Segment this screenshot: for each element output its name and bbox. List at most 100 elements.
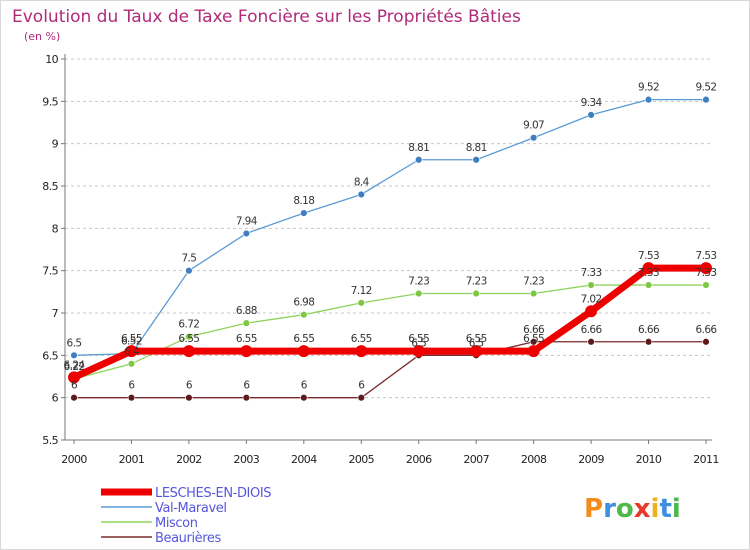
x-tick-label: 2009 [578,453,604,466]
x-tick-label: 2010 [636,453,662,466]
data-point [642,262,655,275]
data-point [182,345,195,358]
data-label: 6.66 [523,324,545,336]
data-point [472,289,480,298]
data-point [242,319,251,327]
data-label: 6 [358,380,365,392]
data-point [242,229,251,238]
data-label: 6 [128,380,135,392]
data-label: 7.33 [696,267,717,279]
data-label: 7.02 [581,293,602,305]
data-point [415,289,423,298]
data-label: 9.07 [523,120,544,132]
data-point [355,345,368,358]
data-label: 7.94 [236,215,258,227]
data-label: 6.24 [64,359,86,371]
logo-letter: r [603,494,616,524]
data-point [68,371,80,384]
data-point [702,338,710,346]
data-label: 6 [243,380,250,392]
legend-label-beauri-res: Beaurières [155,531,222,546]
data-point [644,95,653,104]
data-point [470,345,483,358]
data-point [700,262,712,275]
data-point [529,134,538,142]
data-label: 7.12 [351,285,372,297]
data-point [240,345,253,358]
chart-title: Evolution du Taux de Taxe Foncière sur l… [12,7,521,27]
data-label: 8.81 [466,142,487,154]
data-label: 6.5 [67,337,82,349]
series-layer [68,95,712,402]
data-point [185,333,193,341]
data-label: 7.33 [581,267,602,279]
y-tick-label: 8.5 [42,180,58,193]
data-label: 7.23 [523,276,544,288]
y-tick-label: 5.5 [42,434,58,447]
data-point [527,345,540,358]
data-point [242,393,251,402]
data-point [412,345,425,358]
data-point [585,305,598,318]
data-label: 6.55 [178,333,199,345]
data-label: 6.66 [638,324,660,336]
data-point [70,351,78,360]
legend-label-miscon: Miscon [155,516,198,531]
data-label: 6.88 [236,305,257,317]
x-tick-label: 2001 [119,453,145,466]
data-point [300,310,308,319]
series-line-beauri-res [74,341,706,399]
series-miscon [70,281,710,383]
data-label: 8.81 [408,142,429,154]
data-label: 9.52 [638,82,659,94]
legend-label-lesches-en-diois: LESCHES-EN-DIOIS [155,486,271,501]
x-tick-label: 2000 [61,453,87,466]
data-point [357,393,365,402]
x-tick-label: 2003 [234,453,260,466]
y-tick-label: 7 [52,307,59,320]
y-tick-label: 6.5 [42,349,58,362]
data-label: 6.55 [523,333,544,345]
x-tick-label: 2005 [348,453,374,466]
legend: LESCHES-EN-DIOISVal-MaravelMisconBeauriè… [101,486,272,546]
data-point [357,299,365,307]
data-point [127,393,136,402]
data-point [644,281,653,289]
data-label: 9.34 [581,97,603,109]
data-label: 7.33 [638,267,659,279]
data-label: 7.23 [466,276,487,288]
logo-letter: t [659,494,671,524]
data-label: 6.72 [178,319,199,331]
data-label: 6.4 [124,346,140,358]
data-label: 6.55 [466,333,487,345]
data-label: 6 [186,380,193,392]
data-label: 6.55 [293,333,314,345]
logo-letter: i [651,494,660,524]
series-line-lesches-en-diois [72,264,706,381]
data-point [415,156,423,164]
y-tick-label: 9.5 [42,95,58,108]
axes: 5.5 6 6.5 7 7.5 8 8.5 9 9.5 10 2000 2001 2002 2003 200… [42,53,719,466]
data-point [300,209,308,217]
series-line-miscon [73,284,706,380]
data-point [587,338,595,346]
x-tick-label: 2002 [176,453,202,466]
chart-subtitle: (en %) [24,30,60,43]
data-point [702,95,710,104]
data-label: 9.52 [696,82,717,94]
y-tick-label: 6 [52,392,59,405]
data-label: 6.55 [121,333,142,345]
data-label: 6 [301,380,308,392]
data-point [300,393,308,402]
data-point [125,345,138,358]
logo-letter: P [584,494,603,524]
x-tick-label: 2004 [291,453,317,466]
x-tick-label: 2006 [406,453,432,466]
data-point [702,281,710,289]
data-point [644,338,653,346]
data-point [185,266,193,275]
data-label: 6.66 [696,324,718,336]
data-label: 6.5 [411,337,426,349]
logo-letter: x [634,494,651,524]
x-tick-label: 2011 [693,453,719,466]
